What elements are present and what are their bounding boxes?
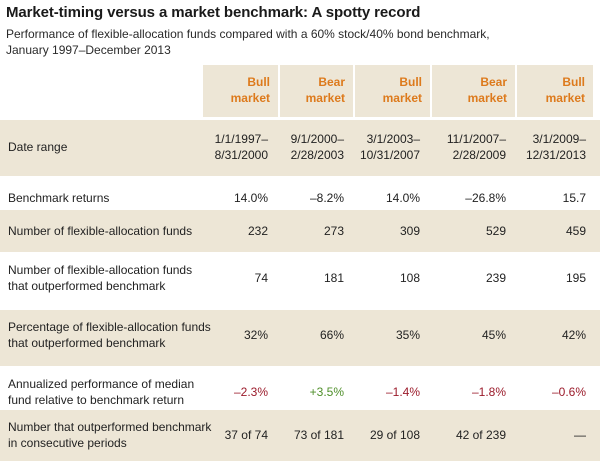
column-header-4-line1: Bear — [480, 75, 507, 89]
subtitle-line-2: January 1997–December 2013 — [6, 42, 171, 57]
table-cell: –2.3% — [233, 385, 268, 399]
table-cell: 14.0% — [385, 191, 420, 205]
table-cell: –8.2% — [309, 191, 344, 205]
table-cell: –1.8% — [471, 385, 506, 399]
table-cell: 14.0% — [233, 191, 268, 205]
table-cell: 239 — [485, 271, 506, 285]
table-cell: 181 — [323, 271, 344, 285]
table-cell: –26.8% — [465, 191, 506, 205]
page-title: Market-timing versus a market benchmark:… — [6, 4, 421, 21]
column-header-4-line2: market — [467, 91, 507, 105]
table-cell: 273 — [323, 224, 344, 238]
table-cell: 108 — [399, 271, 420, 285]
table-cell: 9/1/2000– 2/28/2003 — [290, 132, 344, 162]
table-cell: 42 of 239 — [455, 428, 506, 442]
table-row-date-range: Date range 1/1/1997– 8/31/2000 9/1/2000–… — [0, 120, 600, 176]
table-cell: — — [574, 428, 586, 442]
column-header-4: Bear market — [432, 65, 515, 117]
table-row-number-outperformed: Number of flexible-allocation funds that… — [0, 253, 600, 309]
table-row-number-of-funds: Number of flexible-allocation funds 232 … — [0, 210, 600, 252]
table-row-benchmark-returns: Benchmark returns 14.0% –8.2% 14.0% –26.… — [0, 177, 600, 219]
row-label: Annualized performance of median fund re… — [8, 377, 195, 407]
column-header-3: Bull market — [355, 65, 430, 117]
table-cell: 529 — [485, 224, 506, 238]
row-label: Number of flexible-allocation funds that… — [8, 263, 193, 293]
table-cell: 66% — [319, 328, 344, 342]
table-row-annualized-performance: Annualized performance of median fund re… — [0, 367, 600, 423]
row-label: Number that outperformed benchmark in co… — [8, 420, 212, 450]
column-header-5-line1: Bull — [562, 75, 585, 89]
table-cell: 45% — [481, 328, 506, 342]
table-cell: 459 — [565, 224, 586, 238]
table-cell: 3/1/2003– 10/31/2007 — [359, 132, 420, 162]
table-cell: 74 — [254, 271, 268, 285]
column-header-5-line2: market — [545, 91, 585, 105]
column-header-3-line2: market — [382, 91, 422, 105]
table-cell: 1/1/1997– 8/31/2000 — [214, 132, 268, 162]
table-cell: 195 — [565, 271, 586, 285]
table-cell: +3.5% — [309, 385, 344, 399]
page-subtitle: Performance of flexible-allocation funds… — [6, 27, 526, 58]
table-cell: 42% — [561, 328, 586, 342]
table-cell: 15.7 — [562, 191, 586, 205]
table-row-consecutive-periods: Number that outperformed benchmark in co… — [0, 410, 600, 461]
subtitle-line-1: Performance of flexible-allocation funds… — [6, 27, 490, 41]
column-header-2: Bear market — [280, 65, 353, 117]
table-cell: 32% — [243, 328, 268, 342]
column-header-3-line1: Bull — [399, 75, 422, 89]
table-cell: 35% — [395, 328, 420, 342]
table-row-percentage-outperformed: Percentage of flexible-allocation funds … — [0, 310, 600, 366]
table-cell: 11/1/2007– 2/28/2009 — [446, 132, 506, 162]
table-cell: –1.4% — [385, 385, 420, 399]
column-header-2-line2: market — [305, 91, 345, 105]
column-header-1-line1: Bull — [247, 75, 270, 89]
table-cell: 73 of 181 — [293, 428, 344, 442]
table-cell: –0.6% — [551, 385, 586, 399]
row-label: Date range — [8, 140, 68, 154]
row-label: Percentage of flexible-allocation funds … — [8, 320, 211, 350]
column-header-1-line2: market — [230, 91, 270, 105]
table-cell: 3/1/2009– 12/31/2013 — [525, 132, 586, 162]
row-label: Benchmark returns — [8, 191, 110, 205]
row-label: Number of flexible-allocation funds — [8, 224, 193, 238]
table-cell: 37 of 74 — [224, 428, 268, 442]
table-cell: 309 — [399, 224, 420, 238]
column-header-1: Bull market — [203, 65, 278, 117]
column-header-2-line1: Bear — [318, 75, 345, 89]
table-cell: 29 of 108 — [369, 428, 420, 442]
table-cell: 232 — [247, 224, 268, 238]
column-header-5: Bull market — [517, 65, 593, 117]
